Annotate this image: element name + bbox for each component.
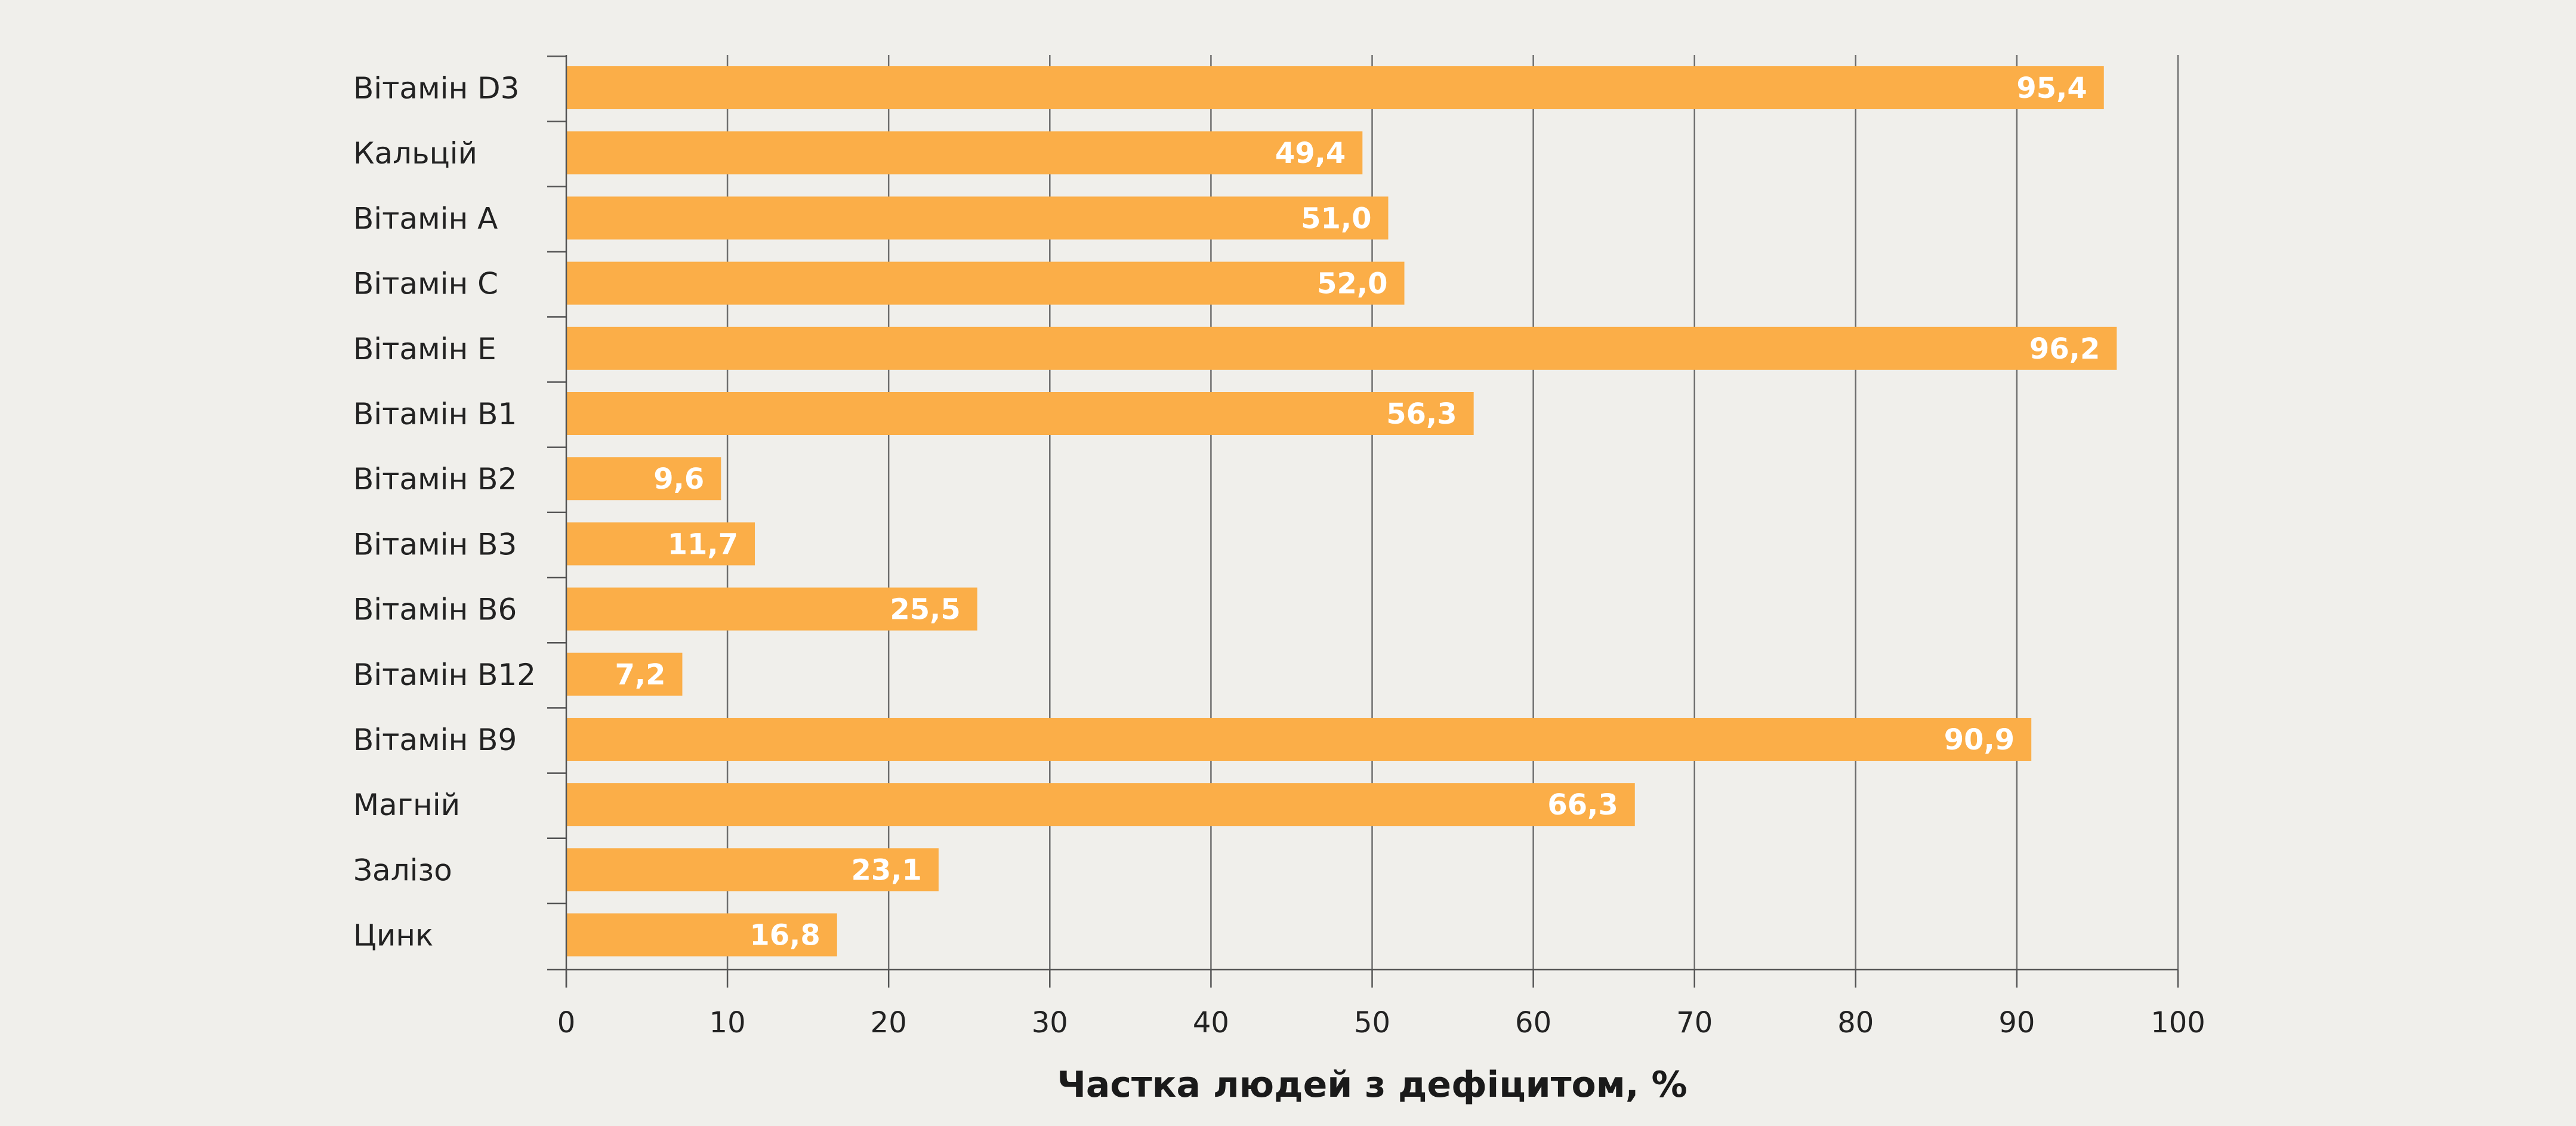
bar-6 (566, 392, 1474, 435)
x-tick-label-20: 20 (871, 1006, 907, 1039)
category-label-4: Вітамін С (353, 267, 498, 301)
x-tick-label-90: 90 (1998, 1006, 2035, 1039)
x-tick-label-80: 80 (1837, 1006, 1874, 1039)
bar-9 (566, 587, 977, 631)
bars (566, 66, 2117, 957)
x-tick-label-100: 100 (2151, 1006, 2205, 1039)
value-label-8: 11,7 (668, 527, 738, 561)
x-tick-label-70: 70 (1676, 1006, 1713, 1039)
category-label-9: Вітамін В6 (353, 593, 517, 627)
value-label-11: 90,9 (1944, 723, 2014, 757)
x-tick-label-30: 30 (1032, 1006, 1068, 1039)
x-tick-label-40: 40 (1193, 1006, 1229, 1039)
category-label-13: Залізо (353, 853, 452, 887)
category-label-2: Кальцій (353, 136, 477, 171)
category-label-3: Вітамін А (353, 201, 498, 236)
grid-lines (726, 55, 2179, 970)
bar-11 (566, 718, 2032, 761)
bar-10 (566, 652, 683, 696)
x-tick-label-0: 0 (557, 1006, 576, 1039)
value-label-5: 96,2 (2029, 332, 2100, 366)
bar-8 (566, 522, 755, 566)
value-label-9: 25,5 (890, 593, 960, 627)
value-label-7: 9,6 (653, 462, 704, 496)
value-label-13: 23,1 (851, 853, 921, 887)
x-tick-label-10: 10 (709, 1006, 746, 1039)
value-label-3: 51,0 (1301, 202, 1371, 235)
value-label-10: 7,2 (615, 658, 665, 692)
labels: 95,4 Вітамін D3 49,4 Кальцій 51,0 Вітамін А 52… (353, 71, 2205, 1039)
category-label-1: Вітамін D3 (353, 71, 519, 106)
value-label-4: 52,0 (1317, 267, 1387, 301)
bar-2 (566, 131, 1363, 175)
category-label-14: Цинк (353, 918, 433, 953)
bar-14 (566, 913, 837, 957)
bar-1 (566, 66, 2104, 109)
category-label-7: Вітамін В2 (353, 462, 517, 496)
axes (547, 55, 2179, 988)
value-label-14: 16,8 (749, 919, 820, 952)
bar-3 (566, 196, 1389, 240)
value-label-1: 95,4 (2016, 72, 2087, 105)
x-tick-label-60: 60 (1515, 1006, 1551, 1039)
value-label-12: 66,3 (1547, 788, 1618, 822)
category-label-5: Вітамін Е (353, 332, 496, 366)
x-axis-title: Частка людей з дефіцитом, % (1057, 1064, 1687, 1106)
category-label-8: Вітамін В3 (353, 527, 517, 562)
category-label-10: Вітамін В12 (353, 658, 536, 692)
value-label-2: 49,4 (1275, 137, 1346, 170)
category-label-6: Вітамін В1 (353, 397, 517, 431)
bar-12 (566, 783, 1635, 826)
bar-5 (566, 326, 2117, 370)
category-label-11: Вітамін В9 (353, 723, 517, 757)
bar-7 (566, 457, 721, 501)
category-label-12: Магній (353, 788, 460, 822)
x-tick-label-50: 50 (1354, 1006, 1390, 1039)
bar-4 (566, 261, 1405, 305)
bar-13 (566, 848, 939, 891)
value-label-6: 56,3 (1386, 397, 1457, 431)
